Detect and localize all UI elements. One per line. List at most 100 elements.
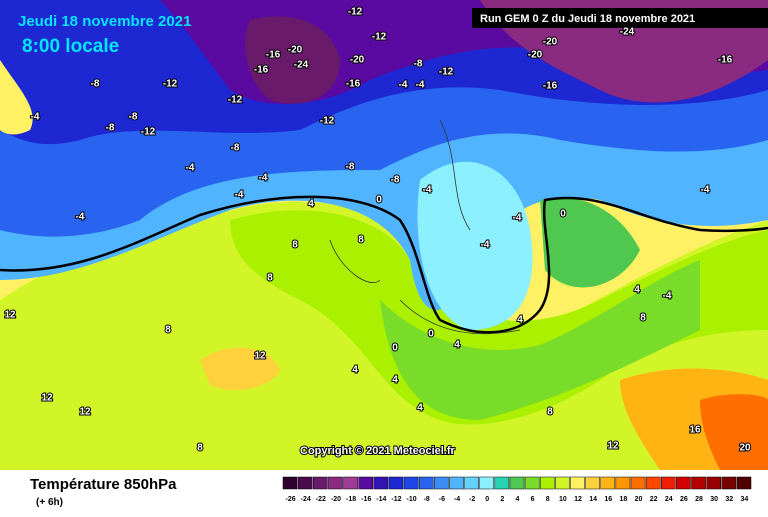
scale-label: -10 bbox=[407, 496, 417, 503]
contour-label: -20 bbox=[528, 50, 543, 61]
contour-label: -12 bbox=[320, 116, 335, 127]
scale-label: 14 bbox=[589, 496, 597, 503]
contour-label: 12 bbox=[607, 441, 619, 452]
contour-label: 8 bbox=[197, 443, 203, 454]
scale-label: 0 bbox=[485, 496, 489, 503]
color-swatch bbox=[464, 476, 479, 490]
scale-label: 24 bbox=[665, 496, 673, 503]
color-swatch bbox=[282, 476, 298, 490]
contour-label: -8 bbox=[129, 112, 138, 123]
color-swatch bbox=[691, 476, 706, 490]
scale-label: -6 bbox=[439, 496, 445, 503]
contour-label: 4 bbox=[308, 199, 314, 210]
contour-label: -4 bbox=[186, 163, 195, 174]
contour-label: -12 bbox=[141, 127, 156, 138]
contour-label: -8 bbox=[231, 143, 240, 154]
color-swatch bbox=[313, 476, 328, 490]
date-label: Jeudi 18 novembre 2021 bbox=[18, 13, 191, 30]
contour-label: -12 bbox=[439, 67, 454, 78]
contour-label: -12 bbox=[228, 95, 243, 106]
scale-label: 20 bbox=[635, 496, 643, 503]
field-iceland bbox=[0, 60, 33, 135]
scale-label: -8 bbox=[424, 496, 430, 503]
scale-label: -26 bbox=[286, 496, 296, 503]
color-swatch bbox=[297, 476, 313, 490]
scale-label: 8 bbox=[546, 496, 550, 503]
color-swatch bbox=[418, 476, 434, 490]
color-swatch bbox=[373, 476, 389, 490]
color-swatch bbox=[555, 476, 570, 490]
contour-label: -8 bbox=[91, 79, 100, 90]
color-swatch bbox=[539, 476, 555, 490]
contour-label: -4 bbox=[76, 212, 85, 223]
scale-label: 34 bbox=[741, 496, 749, 503]
contour-label: -4 bbox=[663, 291, 672, 302]
scale-label: -2 bbox=[469, 496, 475, 503]
scale-label: 4 bbox=[516, 496, 520, 503]
scale-label: -16 bbox=[361, 496, 371, 503]
zero-isotherm bbox=[0, 195, 768, 334]
contour-label: -20 bbox=[543, 37, 558, 48]
contour-label: -8 bbox=[391, 175, 400, 186]
color-swatch bbox=[509, 476, 525, 490]
field-minus2 bbox=[417, 161, 533, 330]
contour-label: 12 bbox=[41, 393, 53, 404]
contour-label: -12 bbox=[163, 79, 178, 90]
color-swatch bbox=[706, 476, 721, 490]
contour-label: -8 bbox=[346, 162, 355, 173]
contour-label: 8 bbox=[292, 240, 298, 251]
color-swatch bbox=[343, 476, 358, 490]
contour-label: -24 bbox=[294, 60, 309, 71]
copyright: Copyright © 2021 Meteociel.fr bbox=[300, 445, 456, 457]
contour-label: -4 bbox=[399, 80, 408, 91]
contour-label: -16 bbox=[266, 50, 281, 61]
scale-label: -18 bbox=[346, 496, 356, 503]
contour-label: 4 bbox=[634, 285, 640, 296]
contour-label: -12 bbox=[372, 32, 387, 43]
contour-label: 4 bbox=[352, 365, 358, 376]
scale-label: 10 bbox=[559, 496, 567, 503]
color-swatch bbox=[676, 476, 691, 490]
scale-label: -24 bbox=[301, 496, 311, 503]
contour-label: 4 bbox=[454, 340, 460, 351]
contour-label: 16 bbox=[689, 425, 701, 436]
footer-step: (+ 6h) bbox=[36, 497, 63, 508]
contour-label: 0 bbox=[392, 343, 398, 354]
contour-label: -4 bbox=[31, 112, 40, 123]
contour-label: 8 bbox=[165, 325, 171, 336]
scale-label: 16 bbox=[604, 496, 612, 503]
field-minus20 bbox=[245, 16, 340, 104]
color-swatch bbox=[736, 476, 752, 490]
contour-label: 8 bbox=[267, 273, 273, 284]
run-label: Run GEM 0 Z du Jeudi 18 novembre 2021 bbox=[480, 13, 695, 25]
contour-label: 8 bbox=[358, 235, 364, 246]
color-swatch bbox=[449, 476, 464, 490]
color-swatch bbox=[721, 476, 737, 490]
color-swatch bbox=[600, 476, 616, 490]
contour-label: -8 bbox=[414, 59, 423, 70]
contour-label: -4 bbox=[235, 190, 244, 201]
scale-label: 18 bbox=[620, 496, 628, 503]
scale-label: -22 bbox=[316, 496, 326, 503]
field-14 bbox=[200, 347, 280, 390]
color-swatch bbox=[570, 476, 585, 490]
contour-label: 0 bbox=[560, 209, 566, 220]
contour-label: 4 bbox=[392, 375, 398, 386]
contour-label: 12 bbox=[79, 407, 91, 418]
contour-label: -24 bbox=[620, 27, 635, 38]
scale-label: -20 bbox=[331, 496, 341, 503]
contour-label: 0 bbox=[376, 195, 382, 206]
contour-label: 4 bbox=[417, 403, 423, 414]
contour-label: -20 bbox=[288, 45, 303, 56]
scale-label: 12 bbox=[574, 496, 582, 503]
color-swatch bbox=[479, 476, 495, 490]
time-label: 8:00 locale bbox=[22, 36, 119, 57]
color-swatch bbox=[630, 476, 646, 490]
scale-label: 6 bbox=[531, 496, 535, 503]
scale-label: -12 bbox=[391, 496, 401, 503]
scale-label: 30 bbox=[710, 496, 718, 503]
color-swatch bbox=[585, 476, 600, 490]
color-swatch bbox=[434, 476, 449, 490]
color-swatch bbox=[615, 476, 631, 490]
contour-label: 12 bbox=[4, 310, 16, 321]
